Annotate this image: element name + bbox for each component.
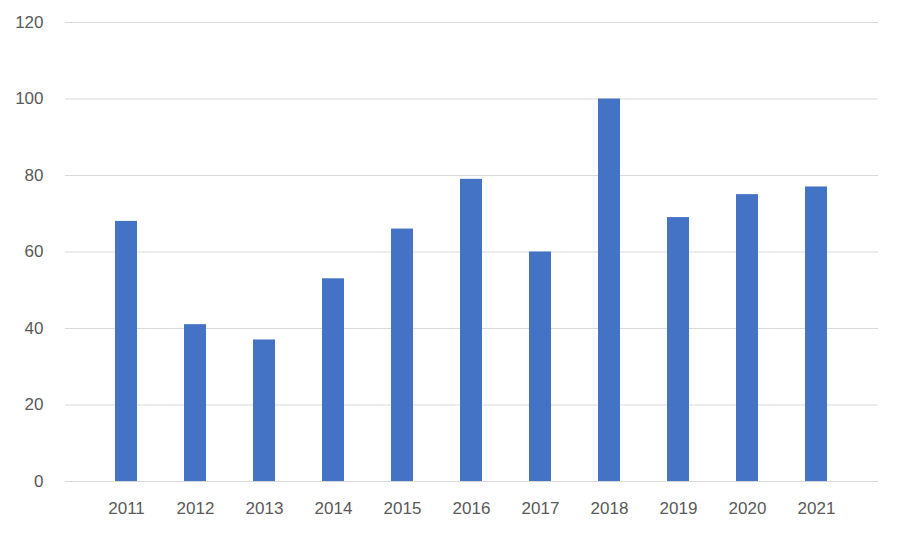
- svg-text:20: 20: [25, 395, 44, 414]
- svg-text:0: 0: [34, 472, 43, 491]
- svg-text:2015: 2015: [384, 499, 422, 518]
- svg-text:100: 100: [15, 89, 43, 108]
- svg-text:2018: 2018: [591, 499, 629, 518]
- svg-text:40: 40: [25, 319, 44, 338]
- svg-text:2016: 2016: [453, 499, 491, 518]
- svg-text:2020: 2020: [729, 499, 767, 518]
- svg-text:2011: 2011: [108, 499, 145, 518]
- svg-text:80: 80: [25, 166, 44, 185]
- svg-text:2017: 2017: [522, 499, 560, 518]
- svg-text:2019: 2019: [660, 499, 698, 518]
- svg-text:2021: 2021: [798, 499, 836, 518]
- svg-text:2014: 2014: [315, 499, 353, 518]
- svg-text:2012: 2012: [177, 499, 215, 518]
- svg-text:60: 60: [25, 242, 44, 261]
- svg-text:120: 120: [15, 13, 43, 32]
- svg-text:2013: 2013: [246, 499, 284, 518]
